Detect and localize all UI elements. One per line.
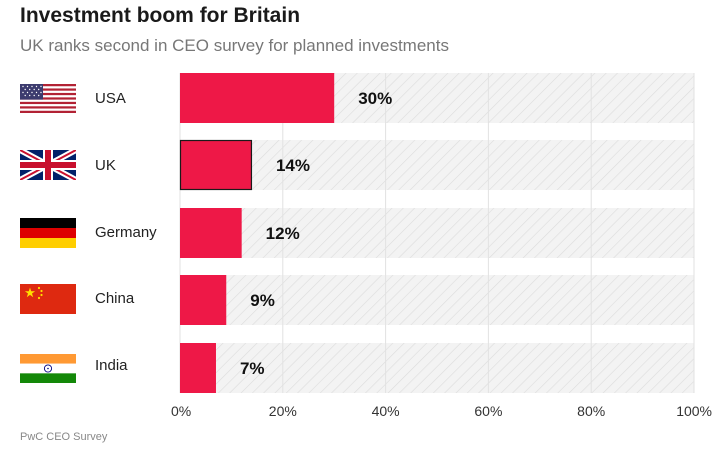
track-china	[180, 275, 694, 325]
row-label-germany: Germany	[95, 224, 157, 241]
chart-subtitle: UK ranks second in CEO survey for planne…	[20, 36, 449, 55]
value-label-china: 9%	[250, 291, 275, 310]
value-label-usa: 30%	[358, 89, 392, 108]
track-uk	[180, 140, 694, 190]
bar-germany	[180, 208, 242, 258]
source-note: PwC CEO Survey	[20, 431, 108, 443]
row-label-usa: USA	[95, 90, 126, 107]
china-flag-icon	[20, 284, 76, 314]
usa-flag-icon	[20, 84, 76, 113]
bar-china	[180, 275, 227, 325]
chart-title: Investment boom for Britain	[20, 4, 301, 27]
row-label-uk: UK	[95, 157, 116, 174]
x-tick-label-80: 80%	[577, 403, 605, 419]
x-tick-label-100: 100%	[676, 403, 712, 419]
x-tick-label-40: 40%	[372, 403, 400, 419]
uk-flag-icon	[20, 150, 76, 180]
bar-uk	[179, 139, 253, 191]
x-tick-label-0: 0%	[171, 403, 191, 419]
india-flag-icon	[20, 354, 76, 383]
value-label-india: 7%	[240, 359, 265, 378]
row-label-india: India	[95, 357, 128, 374]
track-india	[180, 343, 694, 393]
germany-flag-icon	[20, 218, 76, 248]
x-tick-label-60: 60%	[474, 403, 502, 419]
row-label-china: China	[95, 290, 135, 307]
bar-chart: 30% 14% 12% 9% 7% 0% 20% 40% 60% 80% 100%	[171, 73, 712, 419]
value-label-germany: 12%	[266, 224, 300, 243]
x-tick-label-20: 20%	[269, 403, 297, 419]
bar-usa	[180, 73, 335, 123]
track-germany	[180, 208, 694, 258]
bar-india	[180, 343, 216, 393]
value-label-uk: 14%	[276, 156, 310, 175]
